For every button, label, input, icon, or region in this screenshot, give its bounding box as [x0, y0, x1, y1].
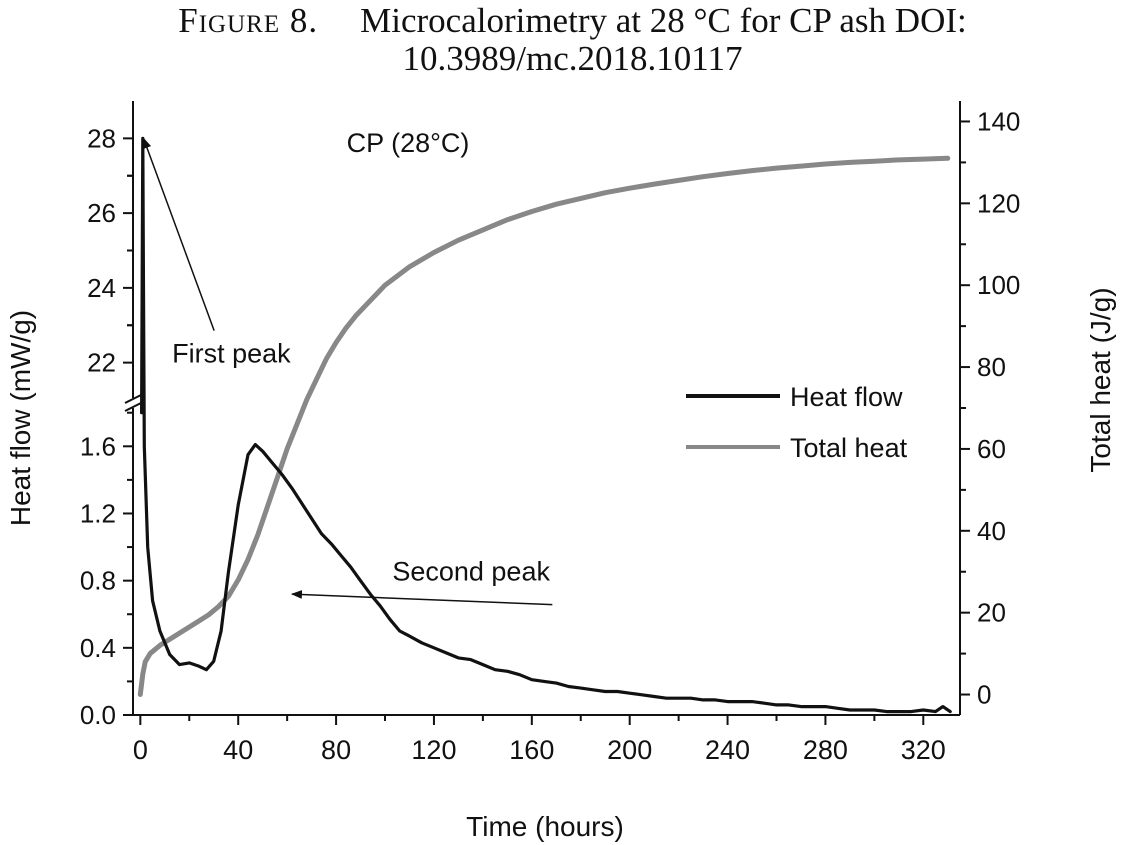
- y-left-tick-label: 24: [87, 273, 116, 303]
- x-tick-label: 320: [901, 735, 946, 765]
- x-tick-label: 200: [607, 735, 652, 765]
- caption-title: Microcalorimetry at 28 °C for CP ash DOI…: [360, 1, 967, 40]
- annotation-arrow-first-peak: [142, 137, 215, 331]
- legend-label-heat-flow: Heat flow: [790, 382, 903, 412]
- y-left-tick-label: 0.0: [80, 700, 116, 730]
- y-right-tick-label: 80: [977, 352, 1006, 382]
- x-tick-label: 120: [411, 735, 456, 765]
- x-tick-label: 40: [223, 735, 253, 765]
- x-tick-label: 240: [705, 735, 750, 765]
- y-left-tick-label: 26: [87, 198, 116, 228]
- y-right-tick-label: 0: [977, 680, 991, 710]
- x-tick-label: 0: [133, 735, 148, 765]
- y-right-tick-label: 120: [977, 188, 1020, 218]
- y-right-tick-label: 20: [977, 598, 1006, 628]
- y-axis-right-title: Total heat (J/g): [1085, 287, 1116, 472]
- y-left-tick-label: 1.6: [80, 431, 116, 461]
- y-axis-left-title: Heat flow (mW/g): [5, 310, 36, 526]
- annotation-second-peak: Second peak: [392, 557, 550, 587]
- axis-break-mark: [124, 402, 142, 412]
- axis-break-mark: [124, 394, 142, 404]
- y-right-tick-label: 40: [977, 516, 1006, 546]
- y-right-tick-label: 140: [977, 106, 1020, 136]
- caption-line-1: Figure 8. Microcalorimetry at 28 °C for C…: [0, 2, 1145, 40]
- y-right-tick-label: 100: [977, 270, 1020, 300]
- legend: Heat flow Total heat: [686, 382, 908, 463]
- y-left-tick-label: 28: [87, 123, 116, 153]
- annotation-arrow-second-peak: [290, 590, 553, 606]
- series-line-heat-flow: [140, 136, 952, 714]
- caption-line-2: 10.3989/mc.2018.10117: [402, 39, 743, 78]
- annotation-first-peak: First peak: [172, 339, 291, 369]
- y-left-tick-label: 0.8: [80, 566, 116, 596]
- x-tick-label: 160: [509, 735, 554, 765]
- y-left-tick-label: 22: [87, 348, 116, 378]
- legend-label-total-heat: Total heat: [790, 433, 908, 463]
- chart-title: CP (28°C): [347, 128, 470, 158]
- y-left-tick-label: 0.4: [80, 633, 116, 663]
- figure-caption: Figure 8. Microcalorimetry at 28 °C for C…: [0, 2, 1145, 78]
- figure-label: Figure 8.: [178, 1, 319, 40]
- x-axis-title: Time (hours): [466, 811, 624, 842]
- x-tick-label: 280: [803, 735, 848, 765]
- x-tick-label: 80: [321, 735, 351, 765]
- series-line-total-heat: [137, 155, 951, 697]
- y-left-tick-label: 1.2: [80, 498, 116, 528]
- y-right-tick-label: 60: [977, 434, 1006, 464]
